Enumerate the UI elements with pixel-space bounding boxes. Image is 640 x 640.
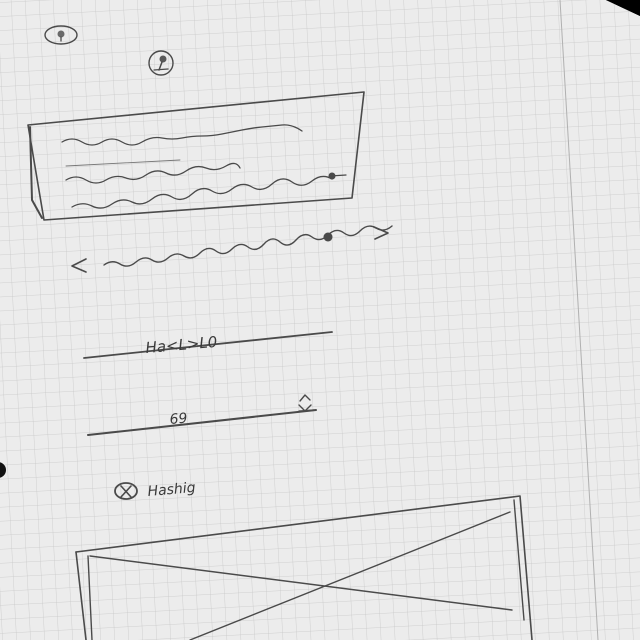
slider-thumb — [323, 232, 333, 242]
text-line — [71, 175, 333, 209]
paper-punch-mark — [0, 462, 6, 478]
text-line — [65, 162, 241, 184]
text-area[interactable] — [27, 91, 365, 221]
number-field-underline — [87, 409, 317, 436]
paper-margin-line — [559, 0, 599, 640]
checkbox[interactable] — [114, 482, 138, 500]
chevron-left-icon — [71, 258, 87, 273]
check-mark-icon — [120, 485, 132, 498]
image-placeholder — [75, 495, 533, 640]
password-field-underline — [83, 331, 333, 359]
number-field-value[interactable]: 69 — [169, 410, 188, 427]
background-corner — [606, 0, 640, 16]
chevron-right-icon — [373, 226, 389, 240]
image-placeholder-cross — [89, 555, 513, 611]
checkbox-label: Hashig — [147, 480, 196, 500]
info-icon[interactable] — [44, 25, 78, 45]
slider-track — [103, 225, 393, 267]
spinner-icon[interactable] — [298, 394, 315, 412]
range-slider[interactable] — [71, 225, 393, 273]
text-line — [61, 124, 303, 146]
pin-icon[interactable] — [148, 50, 174, 76]
